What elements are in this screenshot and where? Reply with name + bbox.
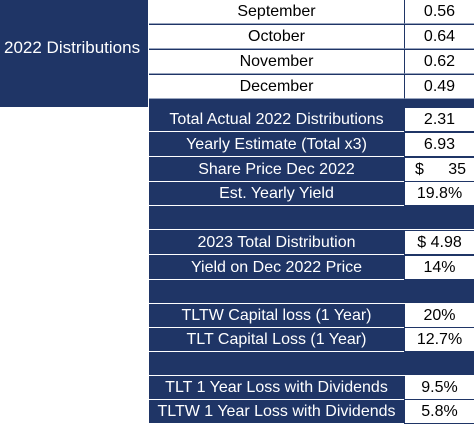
month-value: 0.56 [404, 0, 474, 24]
table-row: Est. Yearly Yield 19.8% [149, 182, 474, 206]
month-label: September [149, 0, 404, 24]
table-row: TLT Capital Loss (1 Year) 12.7% [149, 328, 474, 352]
summary-value: $ 4.98 [404, 231, 474, 255]
summary-value: $ 35 [404, 158, 474, 182]
summary-value: 12.7% [404, 328, 474, 352]
table-row: September 0.56 [149, 0, 474, 24]
summary-label: Share Price Dec 2022 [149, 158, 404, 182]
amount: 35 [448, 161, 466, 178]
month-label: October [149, 25, 404, 49]
distributions-section-header: 2022 Distributions [0, 0, 149, 107]
spacer-row [149, 352, 474, 376]
table-row: October 0.64 [149, 25, 474, 49]
distribution-table: September 0.56 October 0.64 November 0.6… [149, 0, 474, 424]
summary-label: TLTW 1 Year Loss with Dividends [149, 400, 404, 424]
summary-label: TLTW Capital loss (1 Year) [149, 304, 404, 328]
spacer-row [149, 280, 474, 304]
summary-label: Total Actual 2022 Distributions [149, 108, 404, 132]
table-row: November 0.62 [149, 50, 474, 74]
table-row: TLTW 1 Year Loss with Dividends 5.8% [149, 400, 474, 424]
summary-value: 6.93 [404, 133, 474, 157]
summary-value: 19.8% [404, 182, 474, 206]
summary-value: 14% [404, 256, 474, 280]
summary-label: Yield on Dec 2022 Price [149, 256, 404, 280]
table-row: Total Actual 2022 Distributions 2.31 [149, 108, 474, 132]
month-value: 0.64 [404, 25, 474, 49]
summary-label: Yearly Estimate (Total x3) [149, 133, 404, 157]
blank-area [0, 107, 149, 424]
summary-label: TLT 1 Year Loss with Dividends [149, 376, 404, 400]
month-label: November [149, 50, 404, 74]
table-row: Share Price Dec 2022 $ 35 [149, 158, 474, 182]
summary-label: TLT Capital Loss (1 Year) [149, 328, 404, 352]
month-label: December [149, 75, 404, 99]
table-row: Yield on Dec 2022 Price 14% [149, 256, 474, 280]
summary-value: 20% [404, 304, 474, 328]
summary-value: 5.8% [404, 400, 474, 424]
month-value: 0.49 [404, 75, 474, 99]
summary-label: 2023 Total Distribution [149, 231, 404, 255]
section-label: 2022 Distributions [4, 38, 141, 57]
summary-label: Est. Yearly Yield [149, 182, 404, 206]
table-row: TLT 1 Year Loss with Dividends 9.5% [149, 376, 474, 400]
table-row: TLTW Capital loss (1 Year) 20% [149, 304, 474, 328]
spacer-row [149, 206, 474, 230]
table-row: Yearly Estimate (Total x3) 6.93 [149, 133, 474, 157]
summary-value: 9.5% [404, 376, 474, 400]
summary-value: 2.31 [404, 108, 474, 132]
month-value: 0.62 [404, 50, 474, 74]
table-row: 2023 Total Distribution $ 4.98 [149, 231, 474, 255]
currency-symbol: $ [415, 161, 424, 178]
table-row: December 0.49 [149, 75, 474, 99]
